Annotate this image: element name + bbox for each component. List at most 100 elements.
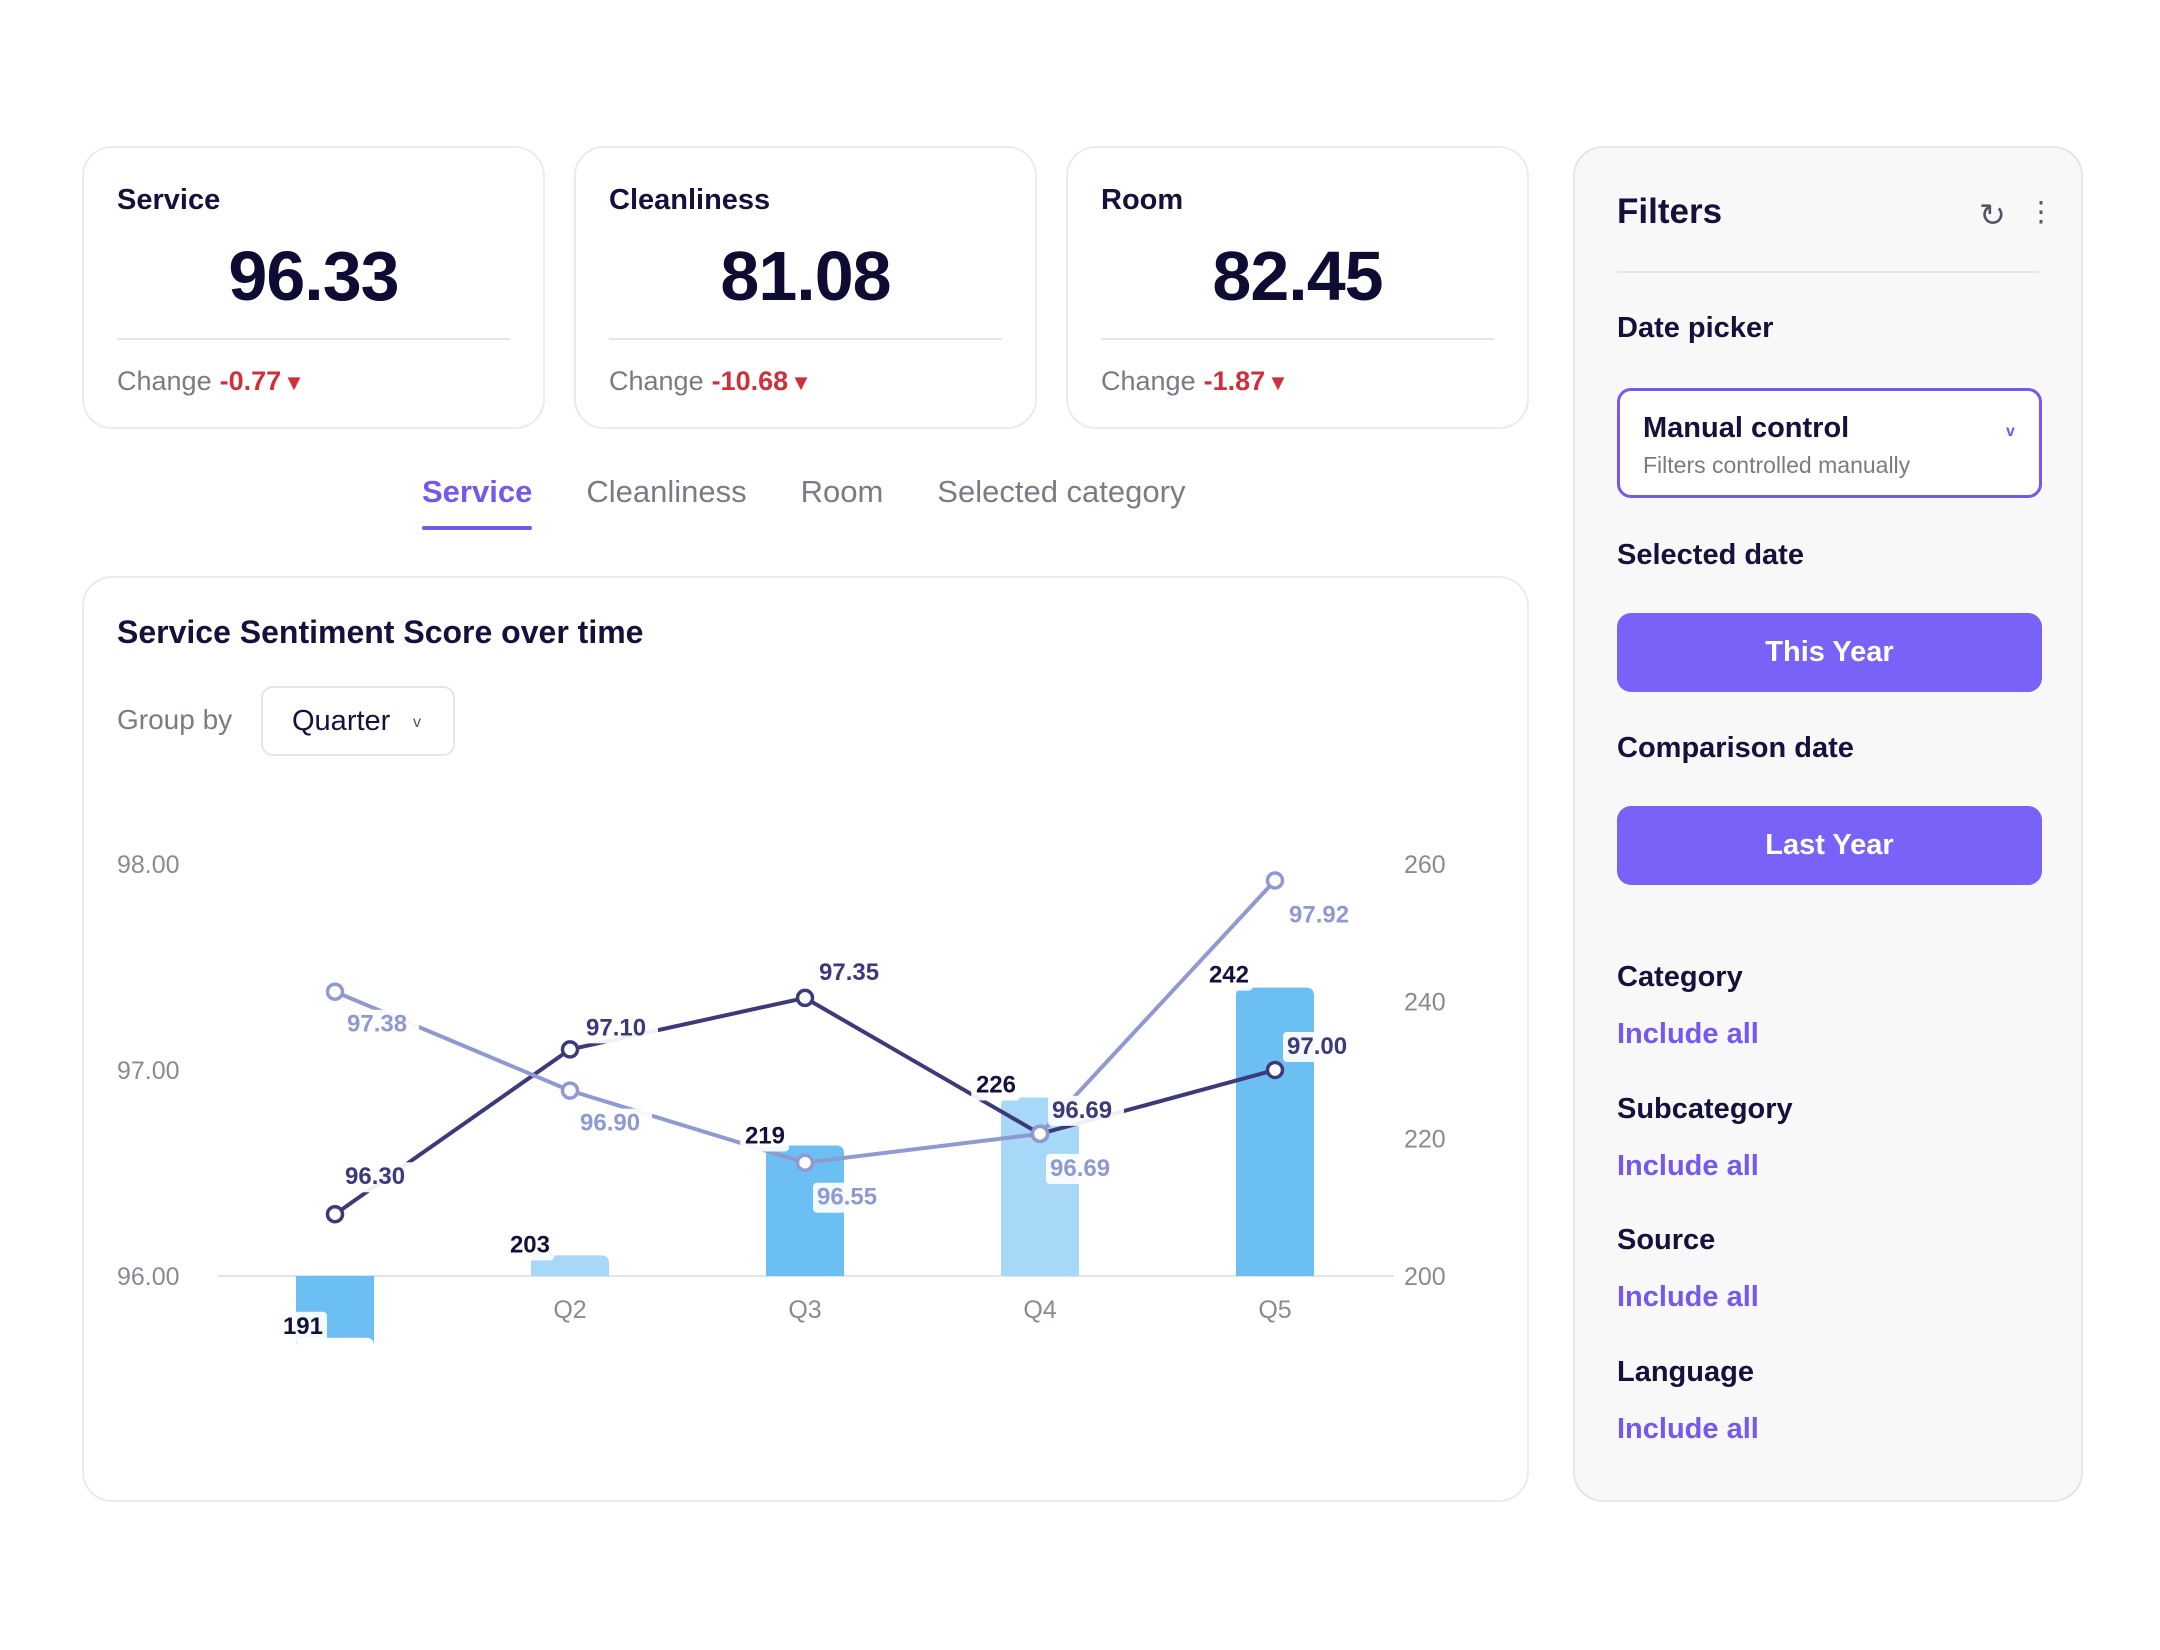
series-light-label: 96.69 [1050, 1155, 1110, 1182]
divider [609, 338, 1002, 340]
series-light-label: 96.90 [580, 1110, 640, 1137]
tab-service[interactable]: Service [422, 468, 533, 530]
kpi-change: Change -10.68▼ [609, 366, 812, 397]
groupby-value: Quarter [292, 705, 391, 737]
source-filter-label: Source [1617, 1224, 1716, 1256]
series-light-label: 97.38 [347, 1011, 407, 1038]
y-right-tick-label: 240 [1404, 988, 1446, 1016]
series-dark-label-bg [815, 957, 891, 988]
series-dark-label: 96.69 [1052, 1097, 1112, 1124]
tab-cleanliness[interactable]: Cleanliness [586, 474, 747, 509]
bar [1001, 1097, 1079, 1276]
bar-value-label-bg [505, 1230, 554, 1261]
refresh-icon[interactable]: ↻ [1979, 197, 2006, 233]
bar-value-label-bg [740, 1121, 789, 1152]
series-dark-label: 97.10 [586, 1014, 646, 1041]
data-point [560, 1040, 580, 1059]
bar-value-label-bg [971, 1070, 1020, 1101]
this-year-button[interactable]: This Year [1617, 613, 2042, 692]
series-light-label: 97.92 [1289, 901, 1349, 928]
series-light-label: 96.55 [817, 1184, 877, 1211]
series-light-label-bg [1046, 1153, 1122, 1184]
data-point [1265, 1060, 1285, 1080]
groupby-select[interactable]: Quarter v [261, 686, 455, 756]
date-picker-label: Date picker [1617, 312, 1774, 344]
down-arrow-icon: ▼ [790, 370, 812, 395]
series-line-light [334, 879, 1277, 1165]
date-picker-value: Manual control [1643, 412, 1850, 444]
language-include-all-link[interactable]: Include all [1617, 1413, 1759, 1445]
chart-card: Service Sentiment Score over time Group … [82, 576, 1529, 1502]
data-point [325, 1204, 345, 1224]
series-dark-label-bg [341, 1162, 417, 1193]
data-point [325, 982, 345, 1001]
y-right-tick-label: 220 [1404, 1126, 1446, 1154]
data-point [1030, 1124, 1050, 1144]
data-point [795, 988, 815, 1008]
kpi-change-value: -1.87 [1203, 366, 1266, 396]
kpi-change-label: Change [1101, 366, 1196, 396]
filters-panel: Filters ↻ ⋮ Date picker Manual control F… [1573, 146, 2083, 1502]
category-filter-label: Category [1617, 961, 1743, 993]
series-light-label-bg [576, 1108, 652, 1139]
comparison-date-label: Comparison date [1617, 732, 1854, 764]
y-right-tick-label: 260 [1404, 851, 1446, 879]
x-tick-label: Q3 [788, 1296, 821, 1324]
x-tick-label: Q2 [553, 1296, 586, 1324]
y-left-tick-label: 98.00 [117, 851, 180, 879]
kpi-card-service: Service 96.33 Change -0.77▼ [82, 146, 545, 429]
category-tabs: Service Cleanliness Room Selected catego… [422, 468, 1185, 538]
series-light-label-bg [1285, 900, 1361, 931]
kpi-card-room: Room 82.45 Change -1.87▼ [1066, 146, 1529, 429]
bar [1236, 987, 1314, 1276]
tab-room[interactable]: Room [800, 474, 884, 509]
bar-value-label: 191 [283, 1313, 323, 1340]
bar-value-label: 203 [510, 1231, 550, 1258]
bar-value-label: 219 [745, 1123, 785, 1150]
kpi-change-value: -10.68 [711, 366, 789, 396]
date-picker-select[interactable]: Manual control Filters controlled manual… [1617, 388, 2042, 498]
kpi-change-value: -0.77 [219, 366, 282, 396]
series-dark-label-bg [582, 1013, 658, 1044]
divider [117, 338, 510, 340]
series-light-label-bg [813, 1182, 889, 1213]
kpi-change-label: Change [117, 366, 212, 396]
series-dark-label: 97.35 [819, 959, 879, 986]
subcategory-include-all-link[interactable]: Include all [1617, 1150, 1759, 1182]
more-options-icon[interactable]: ⋮ [2027, 196, 2055, 227]
bar-value-label-bg [1204, 960, 1253, 991]
language-filter-label: Language [1617, 1356, 1754, 1388]
data-point [795, 1153, 815, 1172]
series-light-label-bg [343, 1009, 419, 1040]
last-year-button[interactable]: Last Year [1617, 806, 2042, 885]
chart-title: Service Sentiment Score over time [117, 614, 644, 650]
date-picker-subtitle: Filters controlled manually [1643, 452, 1911, 478]
y-left-tick-label: 97.00 [117, 1057, 180, 1085]
tab-selected-category[interactable]: Selected category [937, 474, 1186, 509]
category-include-all-link[interactable]: Include all [1617, 1018, 1759, 1050]
sentiment-chart: 98.0097.0096.00260240220200Q1Q2Q3Q4Q5191… [117, 851, 1446, 1346]
bar [531, 1255, 609, 1276]
kpi-change: Change -1.87▼ [1101, 366, 1289, 397]
subcategory-filter-label: Subcategory [1617, 1093, 1793, 1125]
divider [1101, 338, 1494, 340]
bar [766, 1145, 844, 1276]
down-arrow-icon: ▼ [283, 370, 305, 395]
y-right-tick-label: 200 [1404, 1263, 1446, 1291]
x-tick-label: Q4 [1023, 1296, 1056, 1324]
kpi-value: 81.08 [720, 237, 891, 315]
bar-value-label: 242 [1209, 962, 1249, 989]
kpi-change-label: Change [609, 366, 704, 396]
kpi-title: Service [117, 184, 221, 216]
data-point [560, 1081, 580, 1100]
source-include-all-link[interactable]: Include all [1617, 1281, 1759, 1313]
chevron-down-icon: v [2006, 423, 2015, 440]
data-point [1265, 871, 1285, 890]
kpi-value: 82.45 [1212, 237, 1383, 315]
chevron-down-icon: v [413, 714, 421, 731]
kpi-change: Change -0.77▼ [117, 366, 305, 397]
series-dark-label-bg [1048, 1095, 1124, 1126]
series-dark-label: 96.30 [345, 1163, 405, 1190]
kpi-title: Room [1101, 184, 1184, 216]
kpi-card-cleanliness: Cleanliness 81.08 Change -10.68▼ [574, 146, 1037, 429]
